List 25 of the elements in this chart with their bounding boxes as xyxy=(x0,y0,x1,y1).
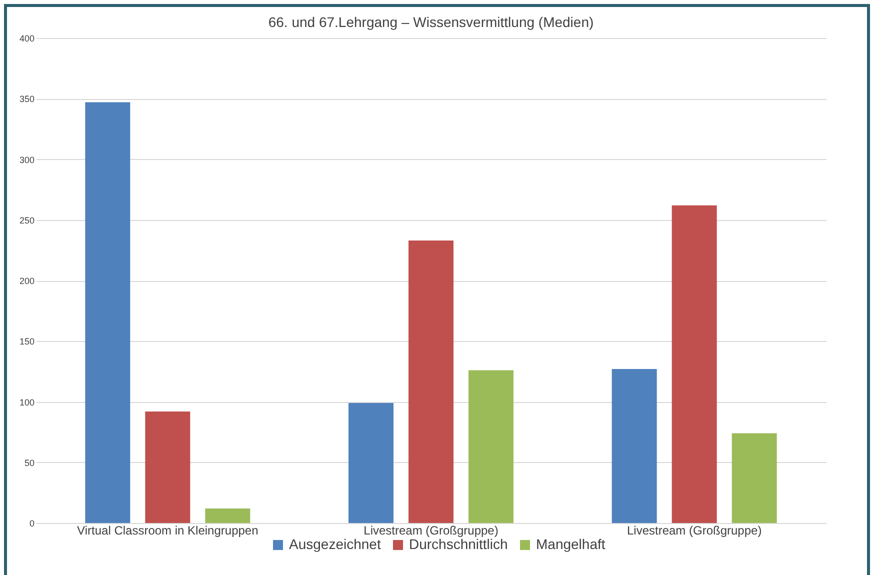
y-tick-label: 150 xyxy=(19,336,34,347)
y-tick-label: 250 xyxy=(19,215,34,226)
y-tick-label: 350 xyxy=(19,94,34,104)
bar xyxy=(348,402,394,523)
legend-label: Durchschnittlich xyxy=(409,536,508,552)
bar xyxy=(85,102,130,523)
bar xyxy=(408,240,454,523)
bar xyxy=(732,433,777,523)
x-tick-label: Livestream (Großgruppe) xyxy=(364,524,498,538)
bar xyxy=(205,508,250,523)
y-tick-label: 0 xyxy=(29,518,34,528)
y-tick-label: 200 xyxy=(19,276,34,286)
bar xyxy=(145,411,190,523)
x-tick-label: Livestream (Großgruppe) xyxy=(626,524,762,538)
x-tick-label: Virtual Classroom in Kleingruppen xyxy=(77,524,258,538)
y-tick-label: 300 xyxy=(19,154,34,165)
y-tick-label: 400 xyxy=(19,34,34,44)
legend-label: Mangelhaft xyxy=(536,536,606,552)
bar xyxy=(612,369,657,523)
bar xyxy=(468,370,514,523)
legend-label: Ausgezeichnet xyxy=(289,536,381,552)
chart-title: 66. und 67.Lehrgang – Wissensvermittlung (Medien) xyxy=(268,14,594,30)
bar xyxy=(672,205,717,523)
y-tick-label: 100 xyxy=(19,397,34,408)
y-tick-label: 50 xyxy=(24,458,34,468)
